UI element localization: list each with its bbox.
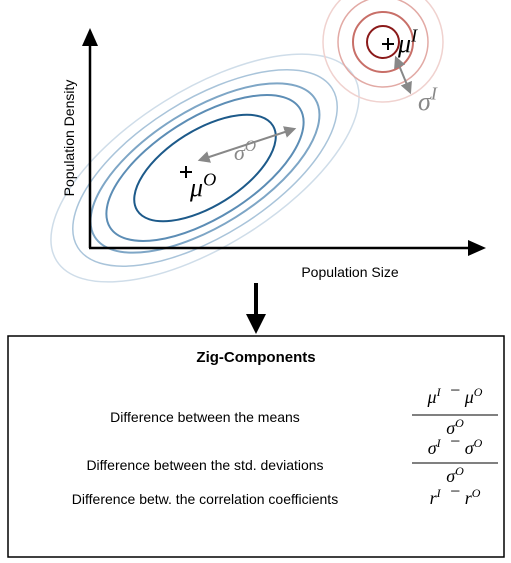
math-symbol: σO xyxy=(234,138,256,165)
inner-distribution xyxy=(322,0,444,103)
math-symbol: σI xyxy=(418,84,438,116)
math-expression: μI − μO xyxy=(427,380,483,407)
operator: − xyxy=(446,481,465,501)
symbol: r xyxy=(430,488,438,508)
down-arrow xyxy=(246,283,266,334)
components-box xyxy=(7,335,505,558)
superscript: O xyxy=(203,170,216,190)
symbol: σ xyxy=(465,438,475,458)
outer-distribution xyxy=(50,53,360,283)
superscript: O xyxy=(474,436,483,450)
symbol: r xyxy=(465,488,473,508)
superscript: O xyxy=(472,486,481,500)
math-symbol: μO xyxy=(189,170,216,202)
x-axis-label: Population Size xyxy=(301,264,399,280)
symbol: σ xyxy=(428,438,438,458)
superscript: O xyxy=(245,138,256,155)
symbol: σ xyxy=(446,466,456,486)
inner-sd-arrow xyxy=(394,55,412,95)
superscript: I xyxy=(410,26,418,46)
superscript: O xyxy=(455,464,464,478)
symbol: μ xyxy=(397,29,411,58)
superscript: I xyxy=(436,385,442,399)
row-label: Difference between the means xyxy=(110,409,300,425)
superscript: I xyxy=(430,84,438,104)
symbol: μ xyxy=(189,173,203,202)
symbol: σ xyxy=(234,140,246,165)
symbol: σ xyxy=(446,418,456,438)
mean-markers xyxy=(180,38,394,178)
row-label: Difference betw. the correlation coeffic… xyxy=(72,491,338,507)
row-label: Difference between the std. deviations xyxy=(86,457,323,473)
math-expression: σO xyxy=(446,416,464,438)
superscript: O xyxy=(474,385,483,399)
math-expression: σI − σO xyxy=(428,431,483,458)
superscript: I xyxy=(436,486,442,500)
superscript: I xyxy=(436,436,442,450)
math-expression: rI − rO xyxy=(430,481,481,508)
symbol: μ xyxy=(464,387,474,407)
superscript: O xyxy=(455,416,464,430)
symbol: σ xyxy=(418,87,432,116)
math-symbol: μI xyxy=(397,26,418,58)
operator: − xyxy=(446,380,465,400)
y-axis-label: Population Density xyxy=(61,80,77,197)
operator: − xyxy=(446,431,465,451)
axes xyxy=(82,28,486,256)
box-title: Zig-Components xyxy=(196,349,315,366)
math-expression: σO xyxy=(446,464,464,486)
outer-sd-arrow xyxy=(197,126,297,163)
symbol: μ xyxy=(427,387,437,407)
